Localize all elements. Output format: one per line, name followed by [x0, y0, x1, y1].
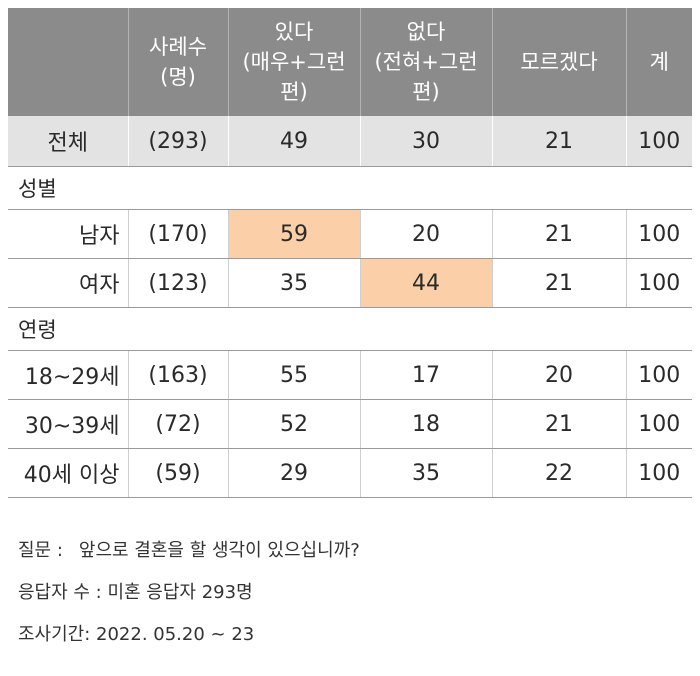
cell-dont-know: 21 — [491, 258, 626, 308]
respondents-line: 응답자 수 : 미혼 응답자 293명 — [18, 582, 253, 603]
cell-no-highlighted: 44 — [359, 258, 492, 308]
cell-no: 17 — [359, 350, 492, 400]
question-text: 앞으로 결혼을 할 생각이 있으십니까? — [78, 540, 360, 561]
header-dont-know: 모르겠다 — [491, 8, 626, 116]
header-no: 없다 (전혀+그런 편) — [359, 8, 492, 116]
header-blank — [8, 8, 128, 116]
cell-yes: 49 — [227, 116, 360, 167]
cell-total: 100 — [625, 209, 692, 259]
cell-total: 100 — [625, 448, 692, 498]
question-line: 질문 : 앞으로 결혼을 할 생각이 있으십니까? — [18, 530, 360, 572]
cell-dont-know: 21 — [491, 399, 626, 449]
cell-sample-size: (293) — [127, 116, 228, 167]
question-label: 질문 : — [18, 540, 63, 561]
cell-yes: 35 — [227, 258, 360, 308]
cell-no: 18 — [359, 399, 492, 449]
header-sample-size: 사례수 (명) — [127, 8, 228, 116]
survey-table: 사례수 (명) 있다 (매우+그런 편) 없다 (전혀+그런 편) 모르겠다 계 전체 — [8, 8, 692, 498]
section-header-age: 연령 — [8, 307, 692, 351]
total-row: 전체 (293) 49 30 21 100 — [8, 116, 692, 167]
row-label: 40세 이상 — [8, 448, 128, 498]
cell-total: 100 — [625, 399, 692, 449]
survey-notes: 질문 : 앞으로 결혼을 할 생각이 있으십니까? 응답자 수 : 미혼 응답자 … — [18, 530, 360, 656]
section-title: 연령 — [8, 307, 692, 351]
survey-period-line: 조사기간: 2022. 05.20 ~ 23 — [18, 624, 255, 645]
cell-yes-highlighted: 59 — [227, 209, 360, 259]
cell-no: 20 — [359, 209, 492, 259]
cell-dont-know: 20 — [491, 350, 626, 400]
row-label: 18~29세 — [8, 350, 128, 400]
row-label: 여자 — [8, 258, 128, 308]
table-row: 40세 이상 (59) 29 35 22 100 — [8, 448, 692, 498]
cell-total: 100 — [625, 350, 692, 400]
cell-total: 100 — [625, 116, 692, 167]
cell-dont-know: 21 — [491, 209, 626, 259]
section-title: 성별 — [8, 166, 692, 210]
header-total: 계 — [625, 8, 692, 116]
section-header-gender: 성별 — [8, 166, 692, 210]
cell-no: 30 — [359, 116, 492, 167]
row-label: 30~39세 — [8, 399, 128, 449]
header-row: 사례수 (명) 있다 (매우+그런 편) 없다 (전혀+그런 편) 모르겠다 계 — [8, 8, 692, 116]
cell-sample-size: (123) — [127, 258, 228, 308]
cell-yes: 29 — [227, 448, 360, 498]
survey-panel: 사례수 (명) 있다 (매우+그런 편) 없다 (전혀+그런 편) 모르겠다 계 전체 — [8, 8, 692, 498]
cell-sample-size: (170) — [127, 209, 228, 259]
cell-total: 100 — [625, 258, 692, 308]
cell-no: 35 — [359, 448, 492, 498]
table-row: 여자 (123) 35 44 21 100 — [8, 258, 692, 308]
table-row: 30~39세 (72) 52 18 21 100 — [8, 399, 692, 449]
cell-yes: 55 — [227, 350, 360, 400]
table-row: 18~29세 (163) 55 17 20 100 — [8, 350, 692, 400]
header-yes: 있다 (매우+그런 편) — [227, 8, 360, 116]
cell-dont-know: 22 — [491, 448, 626, 498]
cell-sample-size: (59) — [127, 448, 228, 498]
row-label: 전체 — [8, 116, 128, 167]
table-row: 남자 (170) 59 20 21 100 — [8, 209, 692, 259]
row-label: 남자 — [8, 209, 128, 259]
cell-dont-know: 21 — [491, 116, 626, 167]
cell-sample-size: (72) — [127, 399, 228, 449]
cell-sample-size: (163) — [127, 350, 228, 400]
cell-yes: 52 — [227, 399, 360, 449]
